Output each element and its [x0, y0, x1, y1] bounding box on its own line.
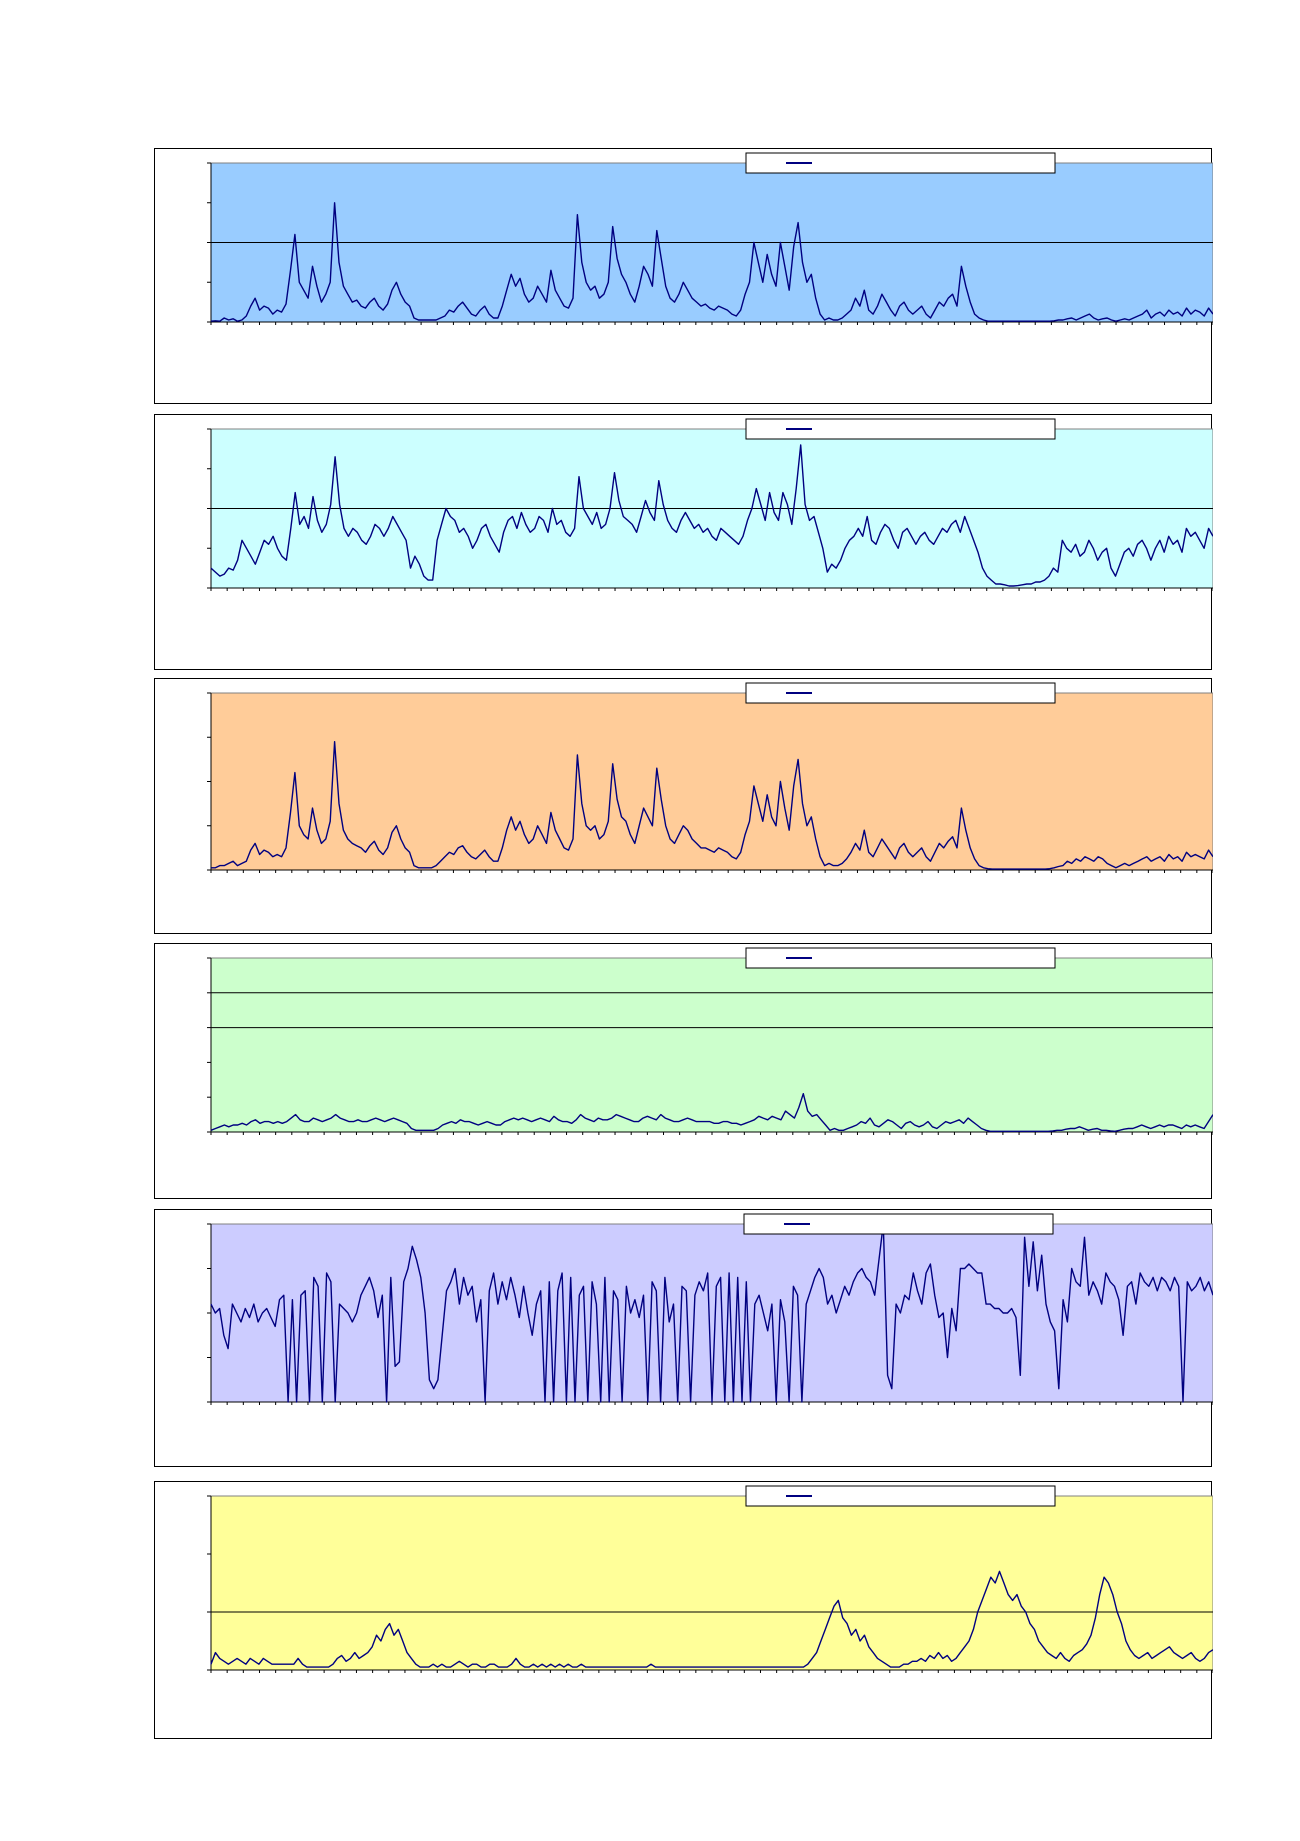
legend-box: [745, 152, 1056, 174]
chart-panel-5: [154, 1209, 1213, 1467]
plot-area: [210, 1495, 1213, 1671]
legend-box: [745, 947, 1056, 969]
series-line: [210, 1223, 1213, 1403]
chart-6: [207, 1485, 1213, 1673]
series-line: [210, 202, 1213, 322]
plot-area: [210, 1223, 1213, 1403]
chart-panel-2: [154, 414, 1213, 670]
chart-3: [207, 682, 1213, 873]
chart-panel-6: [154, 1481, 1213, 1739]
plot-area: [210, 692, 1213, 871]
series-line: [210, 1570, 1213, 1668]
legend-box: [745, 418, 1056, 440]
chart-4: [207, 947, 1213, 1135]
chart-2: [207, 418, 1213, 591]
plot-area: [210, 957, 1213, 1133]
series-line: [210, 1092, 1213, 1133]
legend-box: [743, 1213, 1054, 1235]
series-line: [210, 444, 1213, 587]
chart-panel-3: [154, 678, 1213, 934]
series-line: [211, 741, 1213, 870]
chart-5: [207, 1213, 1213, 1405]
legend-box: [745, 682, 1056, 704]
chart-panel-1: [154, 148, 1213, 404]
legend-box: [745, 1485, 1056, 1507]
chart-panel-4: [154, 943, 1213, 1199]
chart-1: [207, 152, 1213, 325]
